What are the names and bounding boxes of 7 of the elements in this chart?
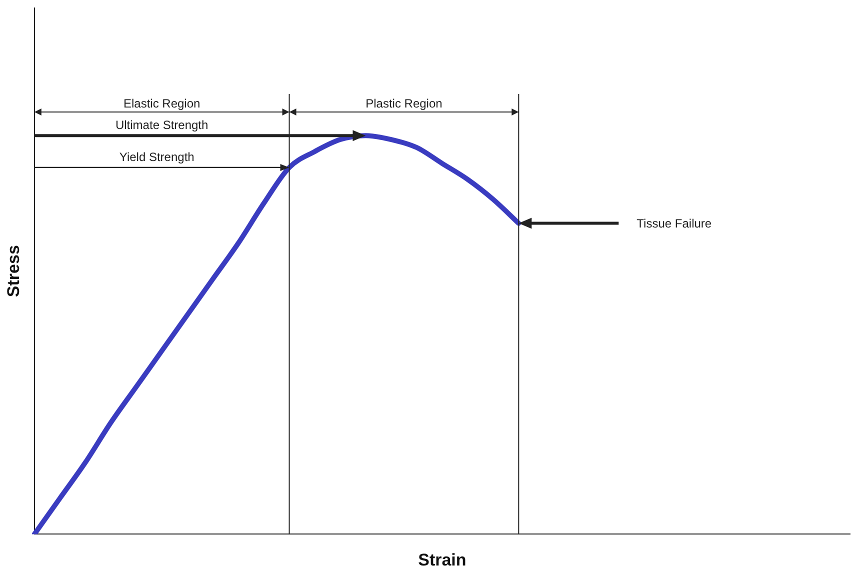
text: Elastic Region: [123, 96, 200, 110]
annotation: Tissue Failure: [636, 216, 712, 231]
text: Ultimate Strength: [115, 118, 208, 132]
text: Plastic Region: [366, 96, 442, 110]
x-axis-title: Strain: [418, 550, 466, 570]
annotation: Yield Strength: [119, 150, 194, 164]
y-axis-title: Stress: [4, 245, 23, 298]
